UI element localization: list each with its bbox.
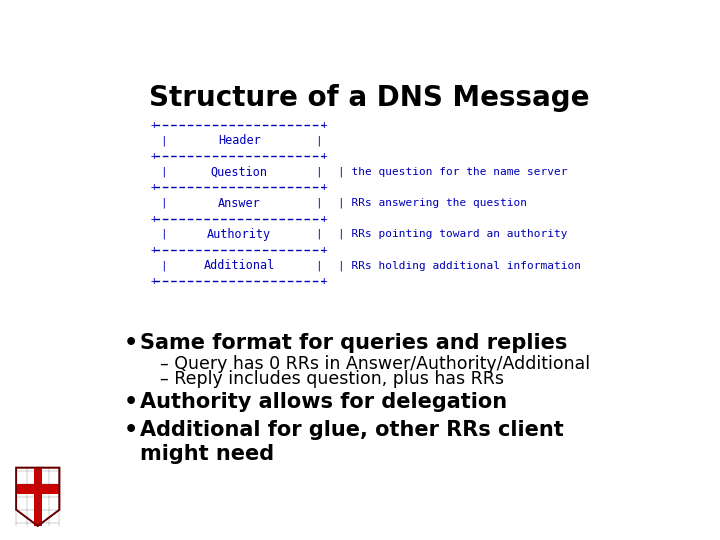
Text: Authority allows for delegation: Authority allows for delegation bbox=[140, 392, 508, 412]
Text: Header: Header bbox=[218, 134, 261, 147]
Text: | RRs pointing toward an authority: | RRs pointing toward an authority bbox=[338, 229, 568, 239]
Text: |: | bbox=[315, 198, 322, 208]
Text: •: • bbox=[124, 392, 138, 412]
Text: |: | bbox=[315, 229, 322, 239]
Text: +: + bbox=[150, 120, 158, 130]
Text: Same format for queries and replies: Same format for queries and replies bbox=[140, 333, 567, 353]
Text: |: | bbox=[160, 260, 166, 271]
Text: +: + bbox=[321, 120, 328, 130]
Text: | RRs answering the question: | RRs answering the question bbox=[338, 198, 527, 208]
Text: Answer: Answer bbox=[218, 197, 261, 210]
Text: – Reply includes question, plus has RRs: – Reply includes question, plus has RRs bbox=[160, 370, 504, 388]
Text: |: | bbox=[160, 229, 166, 239]
Text: +: + bbox=[321, 183, 328, 192]
Text: |: | bbox=[315, 260, 322, 271]
Polygon shape bbox=[16, 468, 59, 526]
Text: +: + bbox=[321, 245, 328, 255]
Text: |: | bbox=[315, 167, 322, 177]
Text: +: + bbox=[321, 151, 328, 161]
Text: +: + bbox=[150, 151, 158, 161]
Text: Additional for glue, other RRs client
might need: Additional for glue, other RRs client mi… bbox=[140, 420, 564, 463]
Text: +: + bbox=[150, 245, 158, 255]
Text: Question: Question bbox=[211, 165, 268, 178]
Text: | RRs holding additional information: | RRs holding additional information bbox=[338, 260, 581, 271]
Text: •: • bbox=[124, 420, 138, 440]
Text: +: + bbox=[321, 276, 328, 286]
Text: |: | bbox=[160, 167, 166, 177]
Bar bbox=[16, 484, 60, 494]
Text: – Query has 0 RRs in Answer/Authority/Additional: – Query has 0 RRs in Answer/Authority/Ad… bbox=[160, 355, 590, 373]
Text: |: | bbox=[160, 136, 166, 146]
Text: +: + bbox=[150, 276, 158, 286]
Text: Authority: Authority bbox=[207, 228, 271, 241]
Text: Additional: Additional bbox=[204, 259, 275, 272]
Text: +: + bbox=[150, 214, 158, 224]
Bar bbox=[34, 468, 42, 526]
Text: |: | bbox=[160, 198, 166, 208]
Text: •: • bbox=[124, 333, 138, 353]
Text: Structure of a DNS Message: Structure of a DNS Message bbox=[149, 84, 589, 112]
Text: | the question for the name server: | the question for the name server bbox=[338, 167, 568, 177]
Text: +: + bbox=[321, 214, 328, 224]
Text: +: + bbox=[150, 183, 158, 192]
Text: |: | bbox=[315, 136, 322, 146]
